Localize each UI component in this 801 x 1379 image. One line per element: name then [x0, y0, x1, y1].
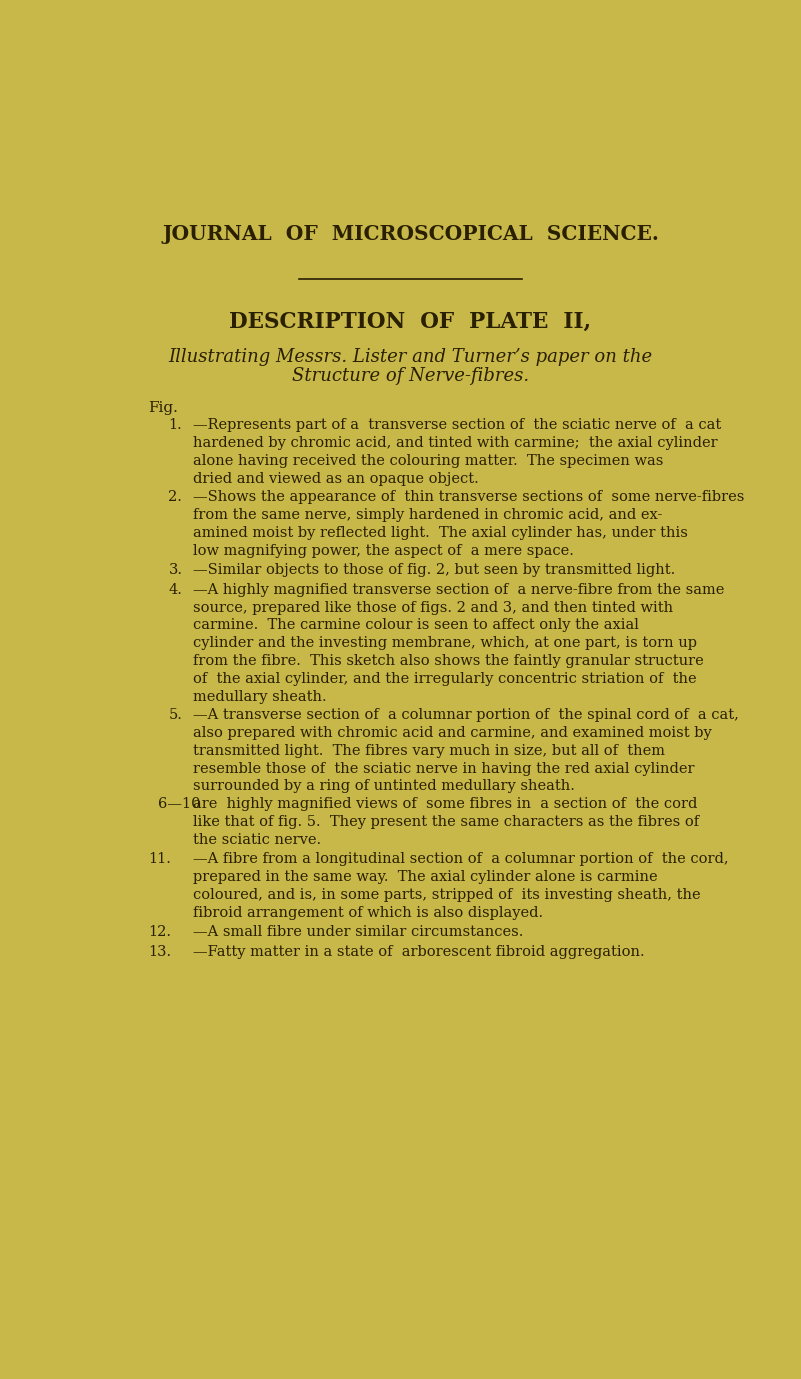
- Text: transmitted light.  The fibres vary much in size, but all of  them: transmitted light. The fibres vary much …: [193, 743, 666, 757]
- Text: Structure of Nerve-fibres.: Structure of Nerve-fibres.: [292, 367, 529, 385]
- Text: from the same nerve, simply hardened in chromic acid, and ex-: from the same nerve, simply hardened in …: [193, 509, 662, 523]
- Text: —Represents part of a  transverse section of  the sciatic nerve of  a cat: —Represents part of a transverse section…: [193, 418, 722, 432]
- Text: 13.: 13.: [148, 945, 171, 958]
- Text: the sciatic nerve.: the sciatic nerve.: [193, 833, 321, 847]
- Text: also prepared with chromic acid and carmine, and examined moist by: also prepared with chromic acid and carm…: [193, 725, 712, 741]
- Text: 12.: 12.: [148, 925, 171, 939]
- Text: Fig.: Fig.: [148, 401, 179, 415]
- Text: —Similar objects to those of fig. 2, but seen by transmitted light.: —Similar objects to those of fig. 2, but…: [193, 563, 675, 576]
- Text: amined moist by reflected light.  The axial cylinder has, under this: amined moist by reflected light. The axi…: [193, 525, 688, 541]
- Text: from the fibre.  This sketch also shows the faintly granular structure: from the fibre. This sketch also shows t…: [193, 654, 704, 669]
- Text: coloured, and is, in some parts, stripped of  its investing sheath, the: coloured, and is, in some parts, strippe…: [193, 888, 701, 902]
- Text: are  highly magnified views of  some fibres in  a section of  the cord: are highly magnified views of some fibre…: [193, 797, 698, 811]
- Text: 5.: 5.: [168, 707, 183, 723]
- Text: Illustrating Messrs. Lister and Turner’s paper on the: Illustrating Messrs. Lister and Turner’s…: [168, 348, 653, 365]
- Text: carmine.  The carmine colour is seen to affect only the axial: carmine. The carmine colour is seen to a…: [193, 618, 639, 633]
- Text: hardened by chromic acid, and tinted with carmine;  the axial cylinder: hardened by chromic acid, and tinted wit…: [193, 436, 718, 450]
- Text: cylinder and the investing membrane, which, at one part, is torn up: cylinder and the investing membrane, whi…: [193, 636, 697, 651]
- Text: alone having received the colouring matter.  The specimen was: alone having received the colouring matt…: [193, 454, 663, 467]
- Text: —A small fibre under similar circumstances.: —A small fibre under similar circumstanc…: [193, 925, 524, 939]
- Text: —A fibre from a longitudinal section of  a columnar portion of  the cord,: —A fibre from a longitudinal section of …: [193, 852, 729, 866]
- Text: prepared in the same way.  The axial cylinder alone is carmine: prepared in the same way. The axial cyli…: [193, 870, 658, 884]
- Text: —A highly magnified transverse section of  a nerve-fibre from the same: —A highly magnified transverse section o…: [193, 583, 725, 597]
- Text: —Shows the appearance of  thin transverse sections of  some nerve-fibres: —Shows the appearance of thin transverse…: [193, 491, 745, 505]
- Text: low magnifying power, the aspect of  a mere space.: low magnifying power, the aspect of a me…: [193, 543, 574, 558]
- Text: 2.: 2.: [168, 491, 183, 505]
- Text: 4.: 4.: [168, 583, 183, 597]
- Text: surrounded by a ring of untinted medullary sheath.: surrounded by a ring of untinted medulla…: [193, 779, 575, 793]
- Text: of  the axial cylinder, and the irregularly concentric striation of  the: of the axial cylinder, and the irregular…: [193, 672, 697, 685]
- Text: 6—10: 6—10: [158, 797, 200, 811]
- Text: like that of fig. 5.  They present the same characters as the fibres of: like that of fig. 5. They present the sa…: [193, 815, 699, 829]
- Text: DESCRIPTION  OF  PLATE  II,: DESCRIPTION OF PLATE II,: [229, 310, 592, 332]
- Text: 1.: 1.: [168, 418, 182, 432]
- Text: resemble those of  the sciatic nerve in having the red axial cylinder: resemble those of the sciatic nerve in h…: [193, 761, 694, 775]
- Text: 11.: 11.: [148, 852, 171, 866]
- Text: —Fatty matter in a state of  arborescent fibroid aggregation.: —Fatty matter in a state of arborescent …: [193, 945, 645, 958]
- Text: —A transverse section of  a columnar portion of  the spinal cord of  a cat,: —A transverse section of a columnar port…: [193, 707, 739, 723]
- Text: medullary sheath.: medullary sheath.: [193, 690, 327, 703]
- Text: source, prepared like those of figs. 2 and 3, and then tinted with: source, prepared like those of figs. 2 a…: [193, 601, 674, 615]
- Text: JOURNAL  OF  MICROSCOPICAL  SCIENCE.: JOURNAL OF MICROSCOPICAL SCIENCE.: [162, 225, 659, 244]
- Text: fibroid arrangement of which is also displayed.: fibroid arrangement of which is also dis…: [193, 906, 543, 920]
- Text: 3.: 3.: [168, 563, 183, 576]
- Text: dried and viewed as an opaque object.: dried and viewed as an opaque object.: [193, 472, 479, 485]
